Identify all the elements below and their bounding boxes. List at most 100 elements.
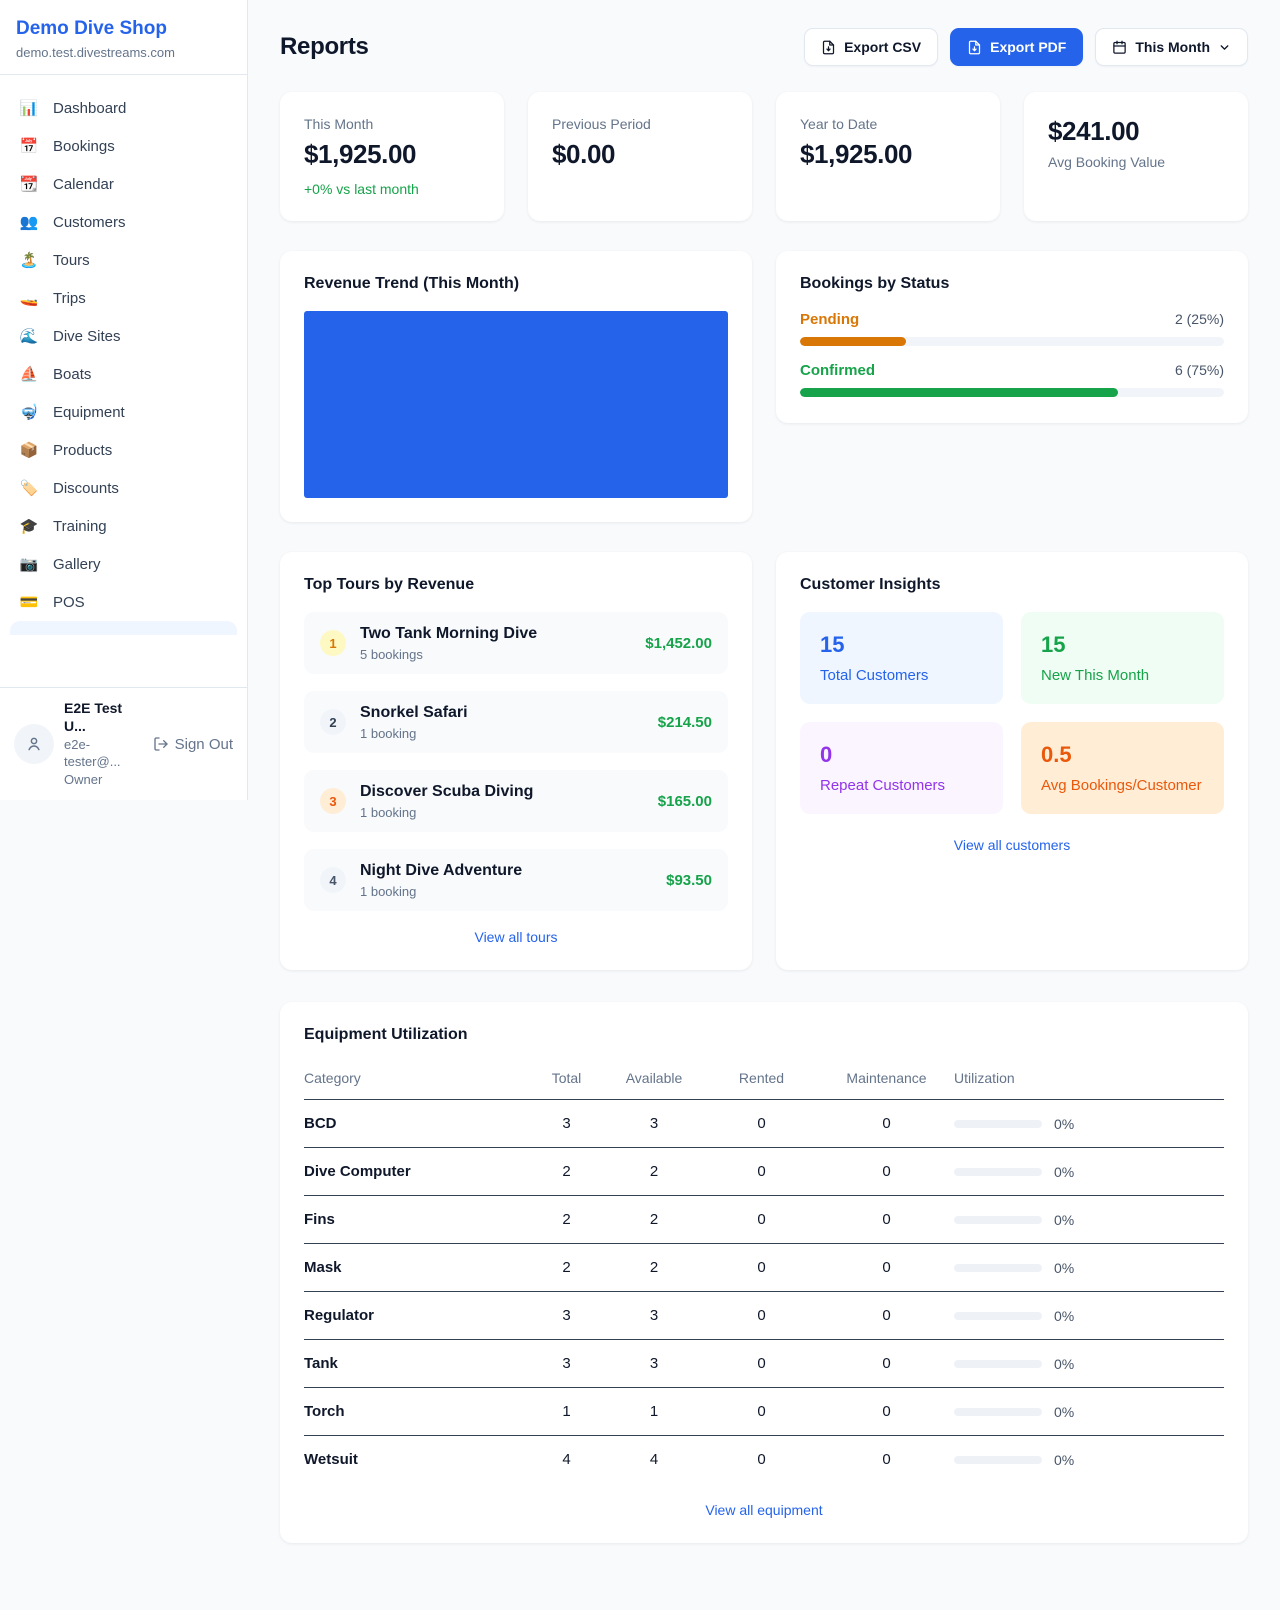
period-label: This Month <box>1135 39 1210 55</box>
sidebar-item-dive-sites[interactable]: 🌊 Dive Sites <box>10 317 237 355</box>
sidebar-item-label: Calendar <box>53 175 114 193</box>
table-header-row: Category Total Available Rented Maintena… <box>304 1062 1224 1100</box>
sidebar-item-label: Tours <box>53 251 90 269</box>
list-item: 2 Snorkel Safari 1 booking $214.50 <box>304 691 728 753</box>
export-pdf-label: Export PDF <box>990 39 1067 55</box>
view-all-equipment-link[interactable]: View all equipment <box>304 1501 1224 1519</box>
view-all-customers-link[interactable]: View all customers <box>800 836 1224 854</box>
panel-title: Revenue Trend (This Month) <box>304 275 520 292</box>
sidebar-item-label: Discounts <box>53 479 119 497</box>
sidebar-item-label: Customers <box>53 213 126 231</box>
export-pdf-button[interactable]: Export PDF <box>950 28 1084 66</box>
stat-value: $1,925.00 <box>800 139 913 169</box>
rank-badge: 4 <box>320 867 346 893</box>
status-count: 2 (25%) <box>1174 311 1224 327</box>
utilization-bar <box>954 1167 1042 1176</box>
sidebar-item-label: POS <box>53 593 85 611</box>
table-row: Regulator 3 3 0 0 0% <box>304 1291 1224 1340</box>
sidebar-item-gallery[interactable]: 📷 Gallery <box>10 545 237 583</box>
tile-new-this-month: 15 New This Month <box>1021 612 1224 704</box>
calendar-icon: 📆 <box>19 176 39 193</box>
camera-icon: 📷 <box>19 556 39 573</box>
sidebar-item-label: Gallery <box>53 555 101 573</box>
progress-track <box>800 337 1224 346</box>
tour-revenue: $93.50 <box>666 871 712 889</box>
page-title: Reports <box>280 33 369 60</box>
utilization-bar <box>954 1407 1042 1416</box>
stat-value: $0.00 <box>552 139 616 169</box>
table-row: Fins 2 2 0 0 0% <box>304 1195 1224 1244</box>
sign-out-label: Sign Out <box>174 735 233 753</box>
rank-badge: 3 <box>320 788 346 814</box>
export-csv-button[interactable]: Export CSV <box>804 28 939 66</box>
insights-row: Top Tours by Revenue 1 Two Tank Morning … <box>280 552 1248 970</box>
sidebar-item-trips[interactable]: 🚤 Trips <box>10 279 237 317</box>
island-icon: 🏝️ <box>19 252 39 269</box>
sidebar-item-training[interactable]: 🎓 Training <box>10 507 237 545</box>
speedboat-icon: 🚤 <box>19 290 39 307</box>
sidebar-item-boats[interactable]: ⛵ Boats <box>10 355 237 393</box>
graduation-cap-icon: 🎓 <box>19 518 39 535</box>
credit-card-icon: 💳 <box>19 594 39 611</box>
utilization-bar <box>954 1119 1042 1128</box>
tour-name: Night Dive Adventure <box>360 861 523 879</box>
customer-insights-panel: Customer Insights 15 Total Customers 15 … <box>776 552 1248 970</box>
column-header: Maintenance <box>819 1062 954 1100</box>
column-header: Category <box>304 1062 529 1100</box>
tile-value: 15 <box>1041 632 1066 657</box>
sidebar-item-bookings[interactable]: 📅 Bookings <box>10 127 237 165</box>
sidebar-item-label: Equipment <box>53 403 125 421</box>
sidebar-nav: 📊 Dashboard 📅 Bookings 📆 Calendar 👥 Cust… <box>0 75 247 687</box>
top-tours-panel: Top Tours by Revenue 1 Two Tank Morning … <box>280 552 752 970</box>
sign-out-button[interactable]: Sign Out <box>153 736 233 753</box>
table-row: Dive Computer 2 2 0 0 0% <box>304 1147 1224 1196</box>
tour-bookings: 5 bookings <box>360 646 423 662</box>
sidebar-item-customers[interactable]: 👥 Customers <box>10 203 237 241</box>
tour-name: Snorkel Safari <box>360 703 468 721</box>
tour-bookings: 1 booking <box>360 804 417 820</box>
user-info: E2E Test U... e2e-tester@... Owner <box>64 700 143 788</box>
sidebar-item-dashboard[interactable]: 📊 Dashboard <box>10 89 237 127</box>
table-row: Mask 2 2 0 0 0% <box>304 1243 1224 1292</box>
revenue-trend-panel: Revenue Trend (This Month) <box>280 251 752 522</box>
person-icon <box>25 735 43 753</box>
file-download-icon <box>821 40 836 55</box>
panel-title: Equipment Utilization <box>304 1026 468 1043</box>
tile-label: Total Customers <box>820 667 929 684</box>
charts-row: Revenue Trend (This Month) Bookings by S… <box>280 251 1248 522</box>
tile-label: New This Month <box>1041 667 1150 684</box>
sailboat-icon: ⛵ <box>19 366 39 383</box>
sidebar-item-pos[interactable]: 💳 POS <box>10 583 237 621</box>
column-header: Rented <box>704 1062 819 1100</box>
sidebar-item-products[interactable]: 📦 Products <box>10 431 237 469</box>
stat-label: Year to Date <box>800 116 878 132</box>
equipment-utilization-panel: Equipment Utilization Category Total Ava… <box>280 1002 1248 1543</box>
tour-revenue: $1,452.00 <box>645 634 712 652</box>
stat-label: Previous Period <box>552 116 651 132</box>
sidebar-item-label: Training <box>53 517 107 535</box>
revenue-trend-chart <box>304 311 728 498</box>
stat-value: $1,925.00 <box>304 139 417 169</box>
tile-label: Repeat Customers <box>820 777 946 794</box>
sidebar-item-label: Boats <box>53 365 92 383</box>
sidebar-item-calendar[interactable]: 📆 Calendar <box>10 165 237 203</box>
sidebar-item-label: Products <box>53 441 113 459</box>
utilization-bar <box>954 1359 1042 1368</box>
bookings-by-status-panel: Bookings by Status Pending 2 (25%) Confi… <box>776 251 1248 423</box>
package-icon: 📦 <box>19 442 39 459</box>
sidebar-item-label: Dive Sites <box>53 327 121 345</box>
avatar <box>14 724 54 765</box>
user-role: Owner <box>64 771 103 787</box>
equipment-table: Category Total Available Rented Maintena… <box>304 1062 1224 1483</box>
panel-title: Bookings by Status <box>800 275 950 292</box>
sidebar-item-tours[interactable]: 🏝️ Tours <box>10 241 237 279</box>
sidebar-item-equipment[interactable]: 🤿 Equipment <box>10 393 237 431</box>
period-dropdown[interactable]: This Month <box>1095 28 1248 66</box>
wave-icon: 🌊 <box>19 328 39 345</box>
sidebar-item-reports-active-partial[interactable] <box>10 621 237 635</box>
sidebar-item-discounts[interactable]: 🏷️ Discounts <box>10 469 237 507</box>
utilization-bar <box>954 1455 1042 1464</box>
panel-title: Customer Insights <box>800 576 941 593</box>
view-all-tours-link[interactable]: View all tours <box>304 928 728 946</box>
stat-card-this-month: This Month $1,925.00 +0% vs last month <box>280 92 504 221</box>
